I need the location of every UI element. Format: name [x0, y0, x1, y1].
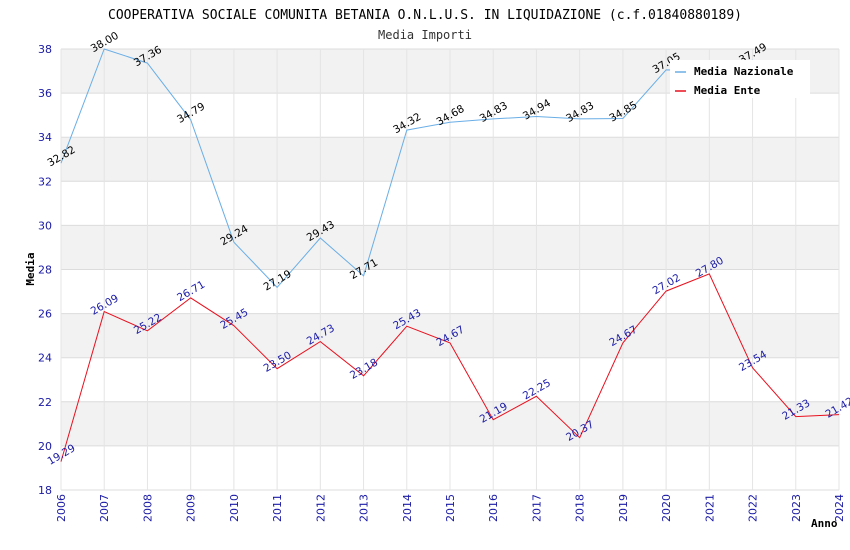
legend: Media Nazionale Media Ente	[670, 60, 810, 98]
y-tick-label: 34	[38, 131, 52, 144]
x-tick-label: 2013	[358, 494, 371, 522]
x-tick-label: 2010	[228, 494, 241, 522]
y-tick-label: 22	[38, 396, 52, 409]
x-tick-label: 2007	[98, 494, 111, 522]
x-tick-label: 2008	[141, 494, 154, 522]
legend-label-media-ente: Media Ente	[694, 84, 761, 97]
series-lines	[60, 48, 840, 462]
chart-title: COOPERATIVA SOCIALE COMUNITA BETANIA O.N…	[108, 8, 742, 23]
x-axis-ticks: 2006 2007 2008 2009 2010 2011 2012 2013 2014 2015…	[55, 494, 846, 522]
x-tick-label: 2015	[444, 494, 457, 522]
x-tick-label: 2019	[617, 494, 630, 522]
x-tick-label: 2009	[185, 494, 198, 522]
y-tick-label: 28	[38, 264, 52, 277]
y-axis-title: Media	[24, 252, 37, 285]
y-tick-label: 30	[38, 219, 52, 232]
x-tick-label: 2011	[271, 494, 284, 522]
y-tick-label: 18	[38, 484, 52, 497]
y-tick-label: 36	[38, 87, 52, 100]
series-line-media-ente	[60, 273, 840, 462]
y-tick-label: 26	[38, 308, 52, 321]
x-tick-label: 2024	[833, 494, 846, 522]
y-tick-label: 32	[38, 175, 52, 188]
x-tick-label: 2018	[574, 494, 587, 522]
x-tick-label: 2020	[660, 494, 673, 522]
x-axis-title: Anno	[811, 517, 838, 530]
gridlines	[60, 48, 840, 491]
legend-label-media-nazionale: Media Nazionale	[694, 65, 794, 78]
y-tick-label: 24	[38, 352, 52, 365]
y-axis-ticks: 18 20 22 24 26 28 30 32 34 36 38	[38, 43, 52, 497]
x-tick-label: 2017	[530, 494, 543, 522]
x-tick-label: 2006	[55, 494, 68, 522]
x-tick-label: 2023	[790, 494, 803, 522]
series-line-media-nazionale	[60, 48, 753, 289]
x-tick-label: 2021	[703, 494, 716, 522]
legend-box	[670, 60, 810, 98]
chart-subtitle: Media Importi	[378, 28, 472, 42]
x-tick-label: 2012	[314, 494, 327, 522]
y-tick-label: 38	[38, 43, 52, 56]
y-tick-label: 20	[38, 440, 52, 453]
x-tick-label: 2014	[401, 494, 414, 522]
x-tick-label: 2022	[747, 494, 760, 522]
x-tick-label: 2016	[487, 494, 500, 522]
